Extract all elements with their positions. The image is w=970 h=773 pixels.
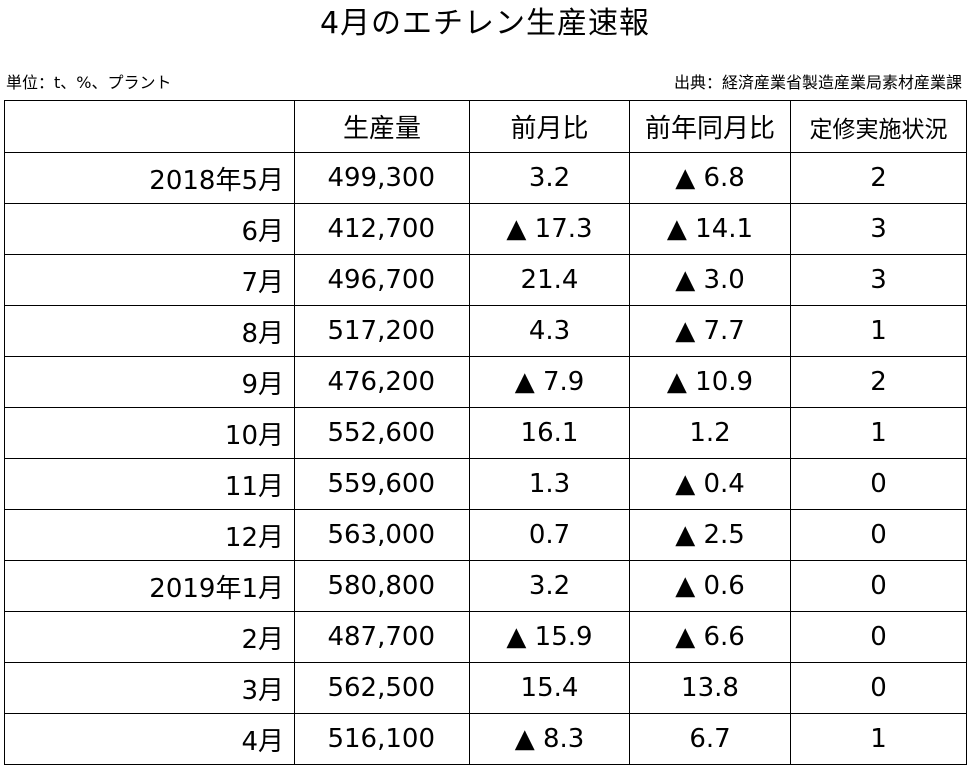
year-on-year-cell: ▲ 10.9: [629, 356, 791, 408]
month-on-month-cell: 15.4: [469, 662, 630, 714]
maintenance-cell: 2: [790, 152, 967, 204]
page-title: 4月のエチレン生産速報: [319, 6, 651, 41]
month-cell: 8月: [4, 305, 295, 357]
table-row: 3月 562,500 15.4 13.8 0: [4, 662, 967, 714]
year-on-year-cell: ▲ 6.6: [629, 611, 791, 663]
table-row: 9月 476,200 ▲ 7.9 ▲ 10.9 2: [4, 356, 967, 408]
maintenance-cell: 1: [790, 305, 967, 357]
maintenance-cell: 1: [790, 407, 967, 459]
table-row: 11月 559,600 1.3 ▲ 0.4 0: [4, 458, 967, 510]
production-cell: 559,600: [294, 458, 470, 510]
month-cell: 3月: [4, 662, 295, 714]
year-on-year-cell: ▲ 2.5: [629, 509, 791, 561]
table-body: 2018年5月 499,300 3.2 ▲ 6.8 2 6月 412,700 ▲ 17.3 ▲ …: [4, 152, 967, 765]
month-cell: 4月: [4, 713, 295, 765]
maintenance-cell: 2: [790, 356, 967, 408]
month-on-month-cell: ▲ 15.9: [469, 611, 630, 663]
month-cell: 2018年5月: [4, 152, 295, 204]
year-on-year-cell: ▲ 7.7: [629, 305, 791, 357]
table-row: 2019年1月 580,800 3.2 ▲ 0.6 0: [4, 560, 967, 612]
maintenance-cell: 3: [790, 203, 967, 255]
month-cell: 11月: [4, 458, 295, 510]
maintenance-cell: 1: [790, 713, 967, 765]
month-on-month-cell: 1.3: [469, 458, 630, 510]
table-row: 7月 496,700 21.4 ▲ 3.0 3: [4, 254, 967, 306]
production-cell: 516,100: [294, 713, 470, 765]
unit-note: 単位：t、%、プラント: [6, 73, 172, 92]
table-row: 2月 487,700 ▲ 15.9 ▲ 6.6 0: [4, 611, 967, 663]
header-maintenance-status: 定修実施状況: [790, 100, 967, 153]
maintenance-cell: 0: [790, 509, 967, 561]
year-on-year-cell: 1.2: [629, 407, 791, 459]
month-cell: 2019年1月: [4, 560, 295, 612]
year-on-year-cell: ▲ 14.1: [629, 203, 791, 255]
production-cell: 552,600: [294, 407, 470, 459]
month-cell: 2月: [4, 611, 295, 663]
table-row: 10月 552,600 16.1 1.2 1: [4, 407, 967, 459]
table-header-row: 生産量 前月比 前年同月比 定修実施状況: [4, 100, 967, 153]
year-on-year-cell: 6.7: [629, 713, 791, 765]
year-on-year-cell: ▲ 0.6: [629, 560, 791, 612]
table-row: 4月 516,100 ▲ 8.3 6.7 1: [4, 713, 967, 765]
month-on-month-cell: 4.3: [469, 305, 630, 357]
production-cell: 476,200: [294, 356, 470, 408]
production-cell: 563,000: [294, 509, 470, 561]
header-month: [4, 100, 295, 153]
month-cell: 12月: [4, 509, 295, 561]
month-on-month-cell: 16.1: [469, 407, 630, 459]
table-row: 12月 563,000 0.7 ▲ 2.5 0: [4, 509, 967, 561]
production-cell: 580,800: [294, 560, 470, 612]
month-on-month-cell: ▲ 17.3: [469, 203, 630, 255]
month-on-month-cell: 3.2: [469, 152, 630, 204]
header-month-on-month: 前月比: [469, 100, 630, 153]
month-on-month-cell: ▲ 7.9: [469, 356, 630, 408]
production-cell: 412,700: [294, 203, 470, 255]
source-note: 出典：経済産業省製造産業局素材産業課: [673, 73, 962, 92]
production-cell: 517,200: [294, 305, 470, 357]
month-cell: 7月: [4, 254, 295, 306]
table-row: 2018年5月 499,300 3.2 ▲ 6.8 2: [4, 152, 967, 204]
year-on-year-cell: ▲ 6.8: [629, 152, 791, 204]
table-row: 6月 412,700 ▲ 17.3 ▲ 14.1 3: [4, 203, 967, 255]
maintenance-cell: 0: [790, 662, 967, 714]
maintenance-cell: 0: [790, 560, 967, 612]
month-on-month-cell: 21.4: [469, 254, 630, 306]
year-on-year-cell: ▲ 3.0: [629, 254, 791, 306]
month-cell: 9月: [4, 356, 295, 408]
header-production: 生産量: [294, 100, 470, 153]
header-year-on-year: 前年同月比: [629, 100, 791, 153]
ethylene-production-table: 生産量 前月比 前年同月比 定修実施状況 2018年5月 499,300 3.2 ▲ …: [4, 100, 967, 765]
month-cell: 6月: [4, 203, 295, 255]
month-on-month-cell: 3.2: [469, 560, 630, 612]
production-cell: 499,300: [294, 152, 470, 204]
table-row: 8月 517,200 4.3 ▲ 7.7 1: [4, 305, 967, 357]
production-cell: 496,700: [294, 254, 470, 306]
production-cell: 562,500: [294, 662, 470, 714]
month-cell: 10月: [4, 407, 295, 459]
month-on-month-cell: 0.7: [469, 509, 630, 561]
year-on-year-cell: 13.8: [629, 662, 791, 714]
production-cell: 487,700: [294, 611, 470, 663]
month-on-month-cell: ▲ 8.3: [469, 713, 630, 765]
year-on-year-cell: ▲ 0.4: [629, 458, 791, 510]
maintenance-cell: 3: [790, 254, 967, 306]
maintenance-cell: 0: [790, 611, 967, 663]
maintenance-cell: 0: [790, 458, 967, 510]
